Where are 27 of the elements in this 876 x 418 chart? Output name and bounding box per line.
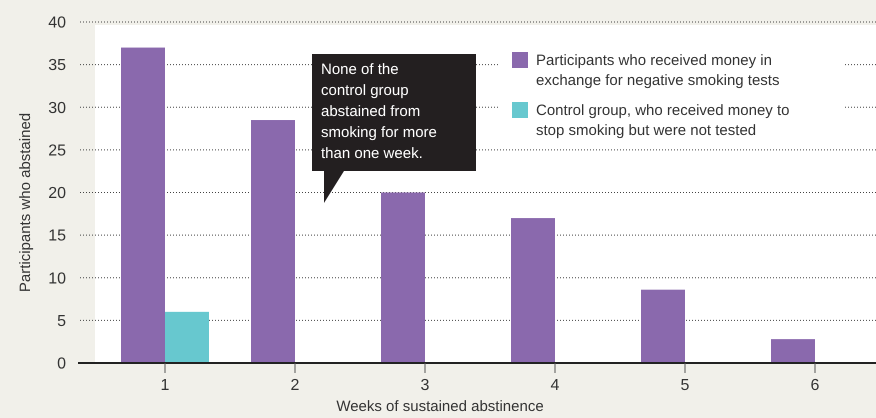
y-tick-label: 10	[48, 270, 66, 288]
y-tick-label: 20	[48, 185, 66, 202]
x-tick-label: 3	[420, 377, 430, 394]
y-tick-label: 35	[48, 57, 66, 74]
y-tick-label: 15	[48, 228, 66, 245]
annotation: None of the control group abstained from smoking for more than one week.	[321, 61, 437, 162]
bar	[771, 339, 815, 363]
bar	[165, 312, 209, 363]
x-tick-label: 4	[550, 377, 560, 394]
bar	[251, 120, 295, 363]
y-tick-label: 0	[57, 356, 66, 373]
y-tick-label: 40	[48, 14, 66, 32]
x-tick-label: 1	[160, 377, 170, 394]
y-tick-label: 25	[48, 142, 66, 160]
y-tick-label: 30	[48, 100, 66, 117]
x-tick-label: 5	[680, 377, 690, 394]
bar	[121, 48, 165, 363]
bar	[381, 192, 425, 363]
bar	[641, 290, 685, 363]
x-tick-label: 6	[810, 377, 820, 394]
legend-label: Control group, who received money to stop smoking but were not tested	[536, 102, 790, 139]
x-axis-title: Weeks of sustained abstinence	[336, 398, 544, 415]
legend-label: Participants who received money in exchange for negative smoking tests	[536, 52, 780, 89]
x-tick-label: 2	[290, 377, 300, 394]
bar	[511, 218, 555, 363]
y-tick-label: 5	[57, 312, 66, 330]
y-axis-title: Participants who abstained	[17, 112, 34, 292]
